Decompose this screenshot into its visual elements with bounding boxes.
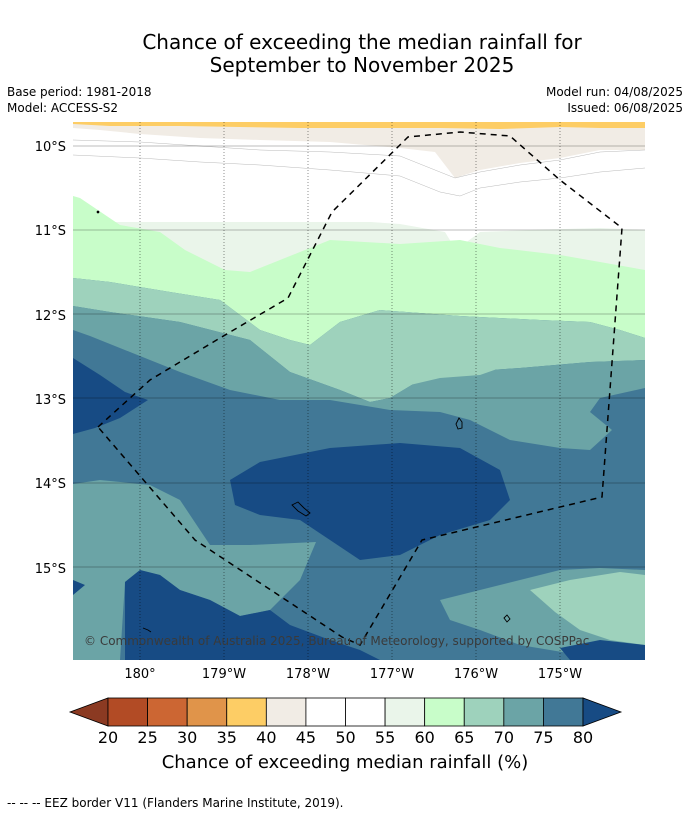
colorbar-segment [503, 697, 544, 727]
issued-text: Issued: 06/08/2025 [567, 101, 683, 115]
atafu-atoll-outline [291, 501, 311, 517]
colorbar-segment [543, 697, 584, 727]
colorbar-tick-label: 70 [494, 728, 514, 747]
lat-label-11s: 11°S [35, 224, 66, 239]
contour-lines [73, 139, 645, 197]
colorbar-tick-label: 80 [573, 728, 593, 747]
colorbar-tick-label: 25 [137, 728, 157, 747]
probability-contours: © Commonwealth of Australia 2025, Bureau… [73, 122, 645, 660]
colorbar-segment [186, 697, 228, 727]
swains-island-outline [142, 627, 152, 633]
copyright-text: © Commonwealth of Australia 2025, Bureau… [84, 634, 589, 648]
eez-footnote: -- -- -- EEZ border V11 (Flanders Marine… [7, 796, 344, 810]
band-70-75-fill [73, 278, 645, 402]
colorbar-tick-label: 45 [296, 728, 316, 747]
contour-line-40 [73, 139, 645, 179]
colorbar-tick-label: 75 [533, 728, 553, 747]
lon-label-179w: 179°W [202, 667, 246, 682]
lon-label-178w: 178°W [286, 667, 330, 682]
colorbar-tick-label: 35 [217, 728, 237, 747]
lat-label-12s: 12°S [35, 309, 66, 324]
lon-label-176w: 176°W [454, 667, 498, 682]
meta-right: Model run: 04/08/2025 Issued: 06/08/2025 [546, 84, 683, 116]
colorbar-segment [463, 697, 505, 727]
colorbar-underflow-arrow [68, 697, 109, 727]
band-55-60-fill [73, 170, 645, 250]
colorbar-tick-label: 30 [177, 728, 197, 747]
islet-marker [96, 210, 100, 214]
island-outlines [96, 210, 511, 633]
latitude-labels: 10°S 11°S 12°S 13°S 14°S 15°S [35, 140, 66, 577]
base-period-text: Base period: 1981-2018 [7, 85, 152, 99]
colorbar-segment [265, 697, 307, 727]
colorbar-segment [345, 697, 386, 727]
colorbar-segment [384, 697, 426, 727]
model-text: Model: ACCESS-S2 [7, 101, 119, 115]
parallels [73, 145, 645, 568]
south-west-80-plus-fill [125, 570, 380, 660]
colorbar-segment [226, 697, 267, 727]
colorbar-tick-label: 65 [454, 728, 474, 747]
colorbar: 20 25 30 35 40 45 50 55 60 65 70 75 80 [68, 697, 623, 747]
colorbar-tick-label: 20 [98, 728, 118, 747]
chart-title: Chance of exceeding the median rainfall … [0, 31, 690, 77]
lat-label-14s: 14°S [35, 477, 66, 492]
fakaofo-atoll-outline [503, 614, 511, 623]
longitude-labels: 180° 179°W 178°W 177°W 176°W 175°W [124, 667, 582, 682]
colorbar-segment [147, 697, 188, 727]
lon-label-177w: 177°W [370, 667, 414, 682]
lon-label-175w: 175°W [538, 667, 582, 682]
south-corner-80-plus-fill [560, 640, 645, 660]
title-line-2: September to November 2025 [209, 53, 515, 77]
colorbar-tick-label: 40 [256, 728, 276, 747]
band-35-40-fill [73, 122, 645, 129]
south-east-65-70-fill [530, 572, 645, 645]
south-west-edge-fill [73, 580, 85, 595]
colorbar-overflow-arrow [582, 697, 623, 727]
core-80-plus-fill [230, 443, 510, 560]
model-run-text: Model run: 04/08/2025 [545, 85, 683, 99]
colorbar-tick-label: 50 [335, 728, 355, 747]
band-75-80-fill [73, 306, 645, 450]
colorbar-label: Chance of exceeding median rainfall (%) [161, 752, 529, 773]
lat-label-15s: 15°S [35, 562, 66, 577]
nukunonu-atoll-outline [455, 417, 463, 430]
south-70-75-fill [73, 480, 316, 660]
colorbar-tick-label: 60 [414, 728, 434, 747]
lat-label-10s: 10°S [35, 140, 66, 155]
meta-left: Base period: 1981-2018 Model: ACCESS-S2 [7, 84, 152, 116]
colorbar-segment [305, 697, 346, 727]
colorbar-segment [107, 697, 148, 727]
lon-label-180: 180° [124, 667, 155, 682]
colorbar-segment [424, 697, 465, 727]
lat-label-13s: 13°S [35, 393, 66, 408]
title-line-1: Chance of exceeding the median rainfall … [142, 30, 582, 54]
contour-line-45 [73, 154, 645, 197]
patch-70-75-fill [368, 345, 500, 396]
colorbar-tick-label: 55 [375, 728, 395, 747]
patch-west-80-plus-fill [73, 358, 148, 434]
band-65-70-fill [73, 196, 645, 345]
